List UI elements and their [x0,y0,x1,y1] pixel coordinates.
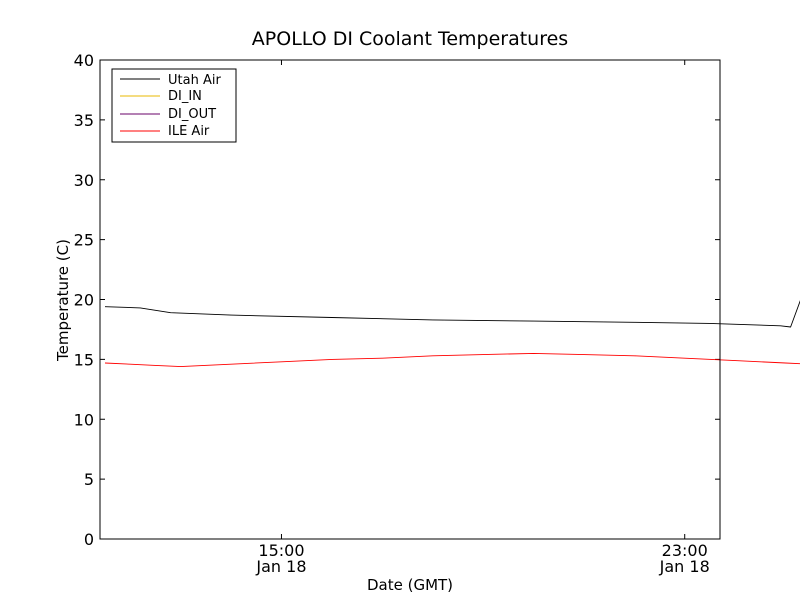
y-tick-label: 35 [74,111,94,130]
x-tick-time-label: 23:00 [662,541,708,560]
x-tick-time-label: 15:00 [258,541,304,560]
y-tick-label: 5 [84,470,94,489]
y-tick-label: 15 [74,350,94,369]
y-tick-label: 40 [74,51,94,70]
y-axis-label: Temperature (C) [54,239,72,362]
legend: Utah Air DI_IN DI_OUT ILE Air [111,68,237,143]
legend-label-di-out: DI_OUT [168,107,216,122]
x-tick-date-label: Jan 18 [659,557,710,576]
y-tick-label: 0 [84,530,94,549]
legend-label-di-in: DI_IN [168,89,202,104]
legend-label-utah-air: Utah Air [168,73,221,88]
x-tick-date-label: Jan 18 [255,557,306,576]
plot-frame [99,59,721,540]
chart-title: APOLLO DI Coolant Temperatures [252,28,568,50]
y-axis-ticks: 0 5 10 15 20 25 30 35 40 [74,51,720,549]
legend-label-ile-air: ILE Air [168,124,210,139]
y-tick-label: 20 [74,291,94,310]
x-axis-label: Date (GMT) [367,576,453,594]
y-tick-label: 25 [74,231,94,250]
y-tick-label: 30 [74,171,94,190]
legend-box [111,68,237,143]
y-tick-label: 10 [74,410,94,429]
